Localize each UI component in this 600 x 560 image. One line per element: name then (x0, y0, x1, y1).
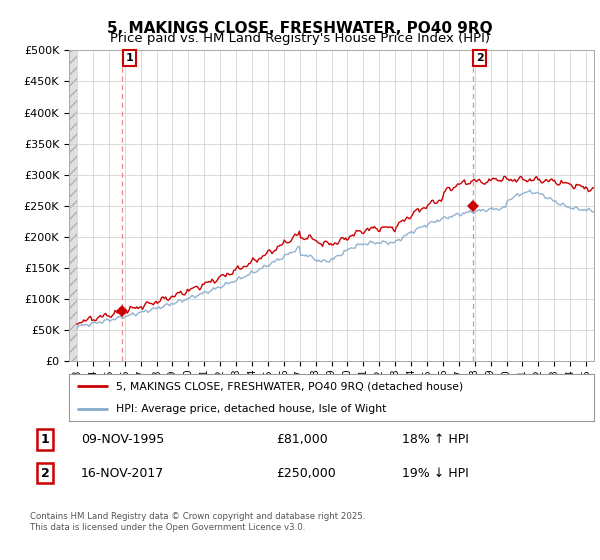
Text: 5, MAKINGS CLOSE, FRESHWATER, PO40 9RQ: 5, MAKINGS CLOSE, FRESHWATER, PO40 9RQ (107, 21, 493, 36)
Text: 2: 2 (476, 53, 484, 63)
Text: 16-NOV-2017: 16-NOV-2017 (81, 466, 164, 480)
Text: 2: 2 (41, 466, 49, 480)
Text: 18% ↑ HPI: 18% ↑ HPI (402, 433, 469, 446)
Text: £250,000: £250,000 (276, 466, 336, 480)
Text: 19% ↓ HPI: 19% ↓ HPI (402, 466, 469, 480)
Text: 5, MAKINGS CLOSE, FRESHWATER, PO40 9RQ (detached house): 5, MAKINGS CLOSE, FRESHWATER, PO40 9RQ (… (116, 381, 464, 391)
Text: 1: 1 (125, 53, 133, 63)
Text: Contains HM Land Registry data © Crown copyright and database right 2025.
This d: Contains HM Land Registry data © Crown c… (30, 512, 365, 532)
Text: 1: 1 (41, 433, 49, 446)
Text: 09-NOV-1995: 09-NOV-1995 (81, 433, 164, 446)
Text: HPI: Average price, detached house, Isle of Wight: HPI: Average price, detached house, Isle… (116, 404, 386, 414)
Text: Price paid vs. HM Land Registry's House Price Index (HPI): Price paid vs. HM Land Registry's House … (110, 32, 490, 45)
Text: £81,000: £81,000 (276, 433, 328, 446)
